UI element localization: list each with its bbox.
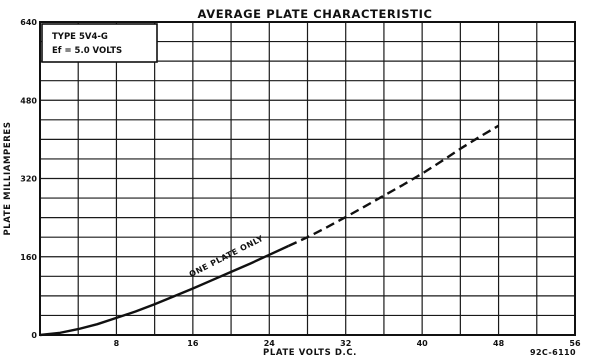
chart-title: AVERAGE PLATE CHARACTERISTIC [197,7,432,21]
x-tick-label: 24 [264,339,276,348]
legend-type-label: TYPE 5V4-G [52,32,108,42]
y-axis-label: PLATE MILLIAMPERES [3,121,13,235]
x-tick-label: 16 [187,339,199,348]
x-tick-labels: 8 16 24 32 40 48 56 [114,339,581,348]
plot-frame [39,21,576,336]
y-tick-label: 160 [20,253,37,262]
series-line-solid [39,244,289,337]
y-tick-label: 640 [20,18,37,27]
x-axis-label: PLATE VOLTS D.C. [263,348,357,358]
x-tick-label: 32 [340,339,351,348]
chart-grid [40,22,575,335]
series-curves [39,124,500,337]
x-tick-label: 56 [569,339,581,348]
y-tick-labels: 0 160 320 480 640 [20,18,37,340]
x-tick-label: 8 [114,339,120,348]
x-tick-label: 48 [493,339,505,348]
x-tick-label: 40 [417,339,429,348]
figure-code: 92C-6110 [530,348,576,357]
y-tick-label: 480 [20,96,37,105]
y-tick-label: 320 [20,175,37,184]
series-line-dashed [287,124,500,248]
legend-frame [41,23,158,63]
legend-filament-label: Ef = 5.0 VOLTS [52,46,122,56]
y-tick-label: 0 [31,331,37,340]
legend-box: TYPE 5V4-G Ef = 5.0 VOLTS [41,23,158,63]
